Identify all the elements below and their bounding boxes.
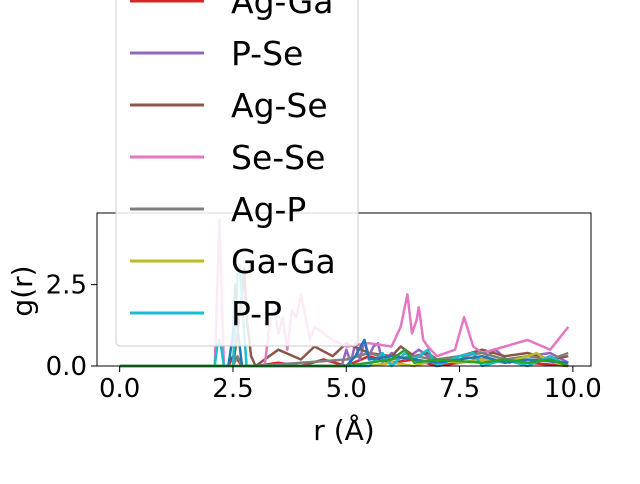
legend-label-ag-p: Ag-P (231, 190, 306, 229)
legend-label-ag-ga: Ag-Ga (231, 0, 333, 21)
y-tick-label: 2.5 (46, 271, 87, 301)
y-axis-ticks: 0.0 2.5 (46, 271, 97, 382)
x-axis-ticks: 0.0 2.5 5.0 7.5 10.0 (99, 366, 602, 404)
x-tick-label: 2.5 (212, 374, 253, 404)
x-axis-label: r (Å) (313, 413, 374, 447)
x-tick-label: 5.0 (326, 374, 367, 404)
x-tick-label: 7.5 (439, 374, 480, 404)
y-tick-label: 0.0 (46, 352, 87, 382)
legend-box (115, 0, 359, 347)
series-line-unlabeled-8 (119, 348, 569, 368)
legend-label-p-p: P-P (231, 294, 282, 333)
legend-label-ga-ga: Ga-Ga (231, 242, 336, 281)
legend: Ag-Ga P-Se Ag-Se Se-Se Ag-P Ga-Ga P-P (115, 0, 359, 347)
legend-label-ag-se: Ag-Se (231, 86, 328, 125)
x-tick-label: 10.0 (544, 374, 602, 404)
x-tick-label: 0.0 (99, 374, 140, 404)
legend-label-p-se: P-Se (231, 34, 303, 73)
legend-label-se-se: Se-Se (231, 138, 325, 177)
y-axis-label: g(r) (6, 265, 39, 316)
